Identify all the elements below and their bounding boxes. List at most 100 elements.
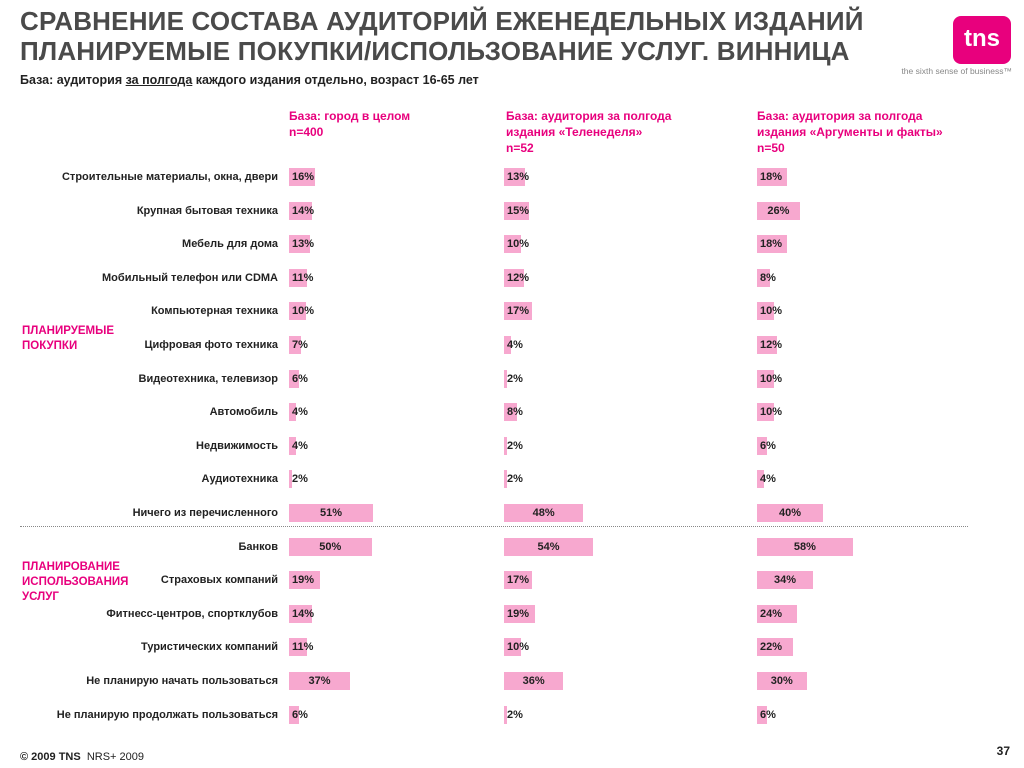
value-label-s1-r0: 13% bbox=[507, 171, 530, 183]
column-header-2-line-3: n=52 bbox=[506, 141, 534, 155]
value-label-s2-r8: 6% bbox=[760, 439, 776, 452]
row-label-2: Мебель для дома bbox=[182, 238, 278, 251]
value-label-s2-r5: 12% bbox=[760, 339, 783, 351]
column-header-1-line-2: n=400 bbox=[289, 125, 324, 139]
value-label-s2-r1: 26% bbox=[767, 204, 790, 217]
value-label-s1-r4: 17% bbox=[507, 305, 530, 318]
value-label-s1-r2: 10% bbox=[507, 238, 530, 251]
bar-s0-r3 bbox=[289, 268, 308, 287]
row-label-7: Автомобиль bbox=[209, 406, 278, 419]
bar-s0-r0 bbox=[289, 168, 316, 186]
section-label-services-line-1: ПЛАНИРОВАНИЕ bbox=[22, 561, 120, 573]
bar-s2-r9 bbox=[757, 470, 764, 489]
bar-s1-r1 bbox=[504, 201, 529, 220]
value-label-s2-r2: 18% bbox=[760, 238, 783, 251]
value-label-s1-r1: 15% bbox=[507, 204, 530, 217]
section-label-services: ПЛАНИРОВАНИЕ ИСПОЛЬЗОВАНИЯ УСЛУГ bbox=[22, 560, 128, 605]
value-label-s0-r6: 6% bbox=[292, 372, 308, 385]
tns-logo: tns bbox=[953, 16, 1011, 64]
value-label-s0-r0: 16% bbox=[292, 171, 315, 183]
value-label-s2-r13: 24% bbox=[760, 607, 783, 620]
value-label-s0-r9: 2% bbox=[292, 473, 308, 486]
page-number: 37 bbox=[996, 744, 1010, 758]
value-label-s2-r9: 4% bbox=[760, 473, 776, 486]
value-label-s2-r3: 8% bbox=[760, 271, 776, 284]
row-label-15: Не планирую начать пользоваться bbox=[86, 675, 278, 687]
bar-s0-r8 bbox=[289, 436, 296, 455]
value-label-s1-r16: 2% bbox=[507, 708, 523, 721]
value-label-s1-r12: 17% bbox=[507, 574, 530, 587]
bar-s2-r15 bbox=[757, 672, 807, 690]
value-label-s2-r15: 30% bbox=[770, 675, 793, 687]
bar-s1-r4 bbox=[504, 302, 533, 321]
value-label-s1-r9: 2% bbox=[507, 473, 523, 486]
value-label-s2-r6: 10% bbox=[760, 372, 783, 385]
bar-s2-r14 bbox=[757, 638, 794, 657]
subtitle-pre: База: аудитория bbox=[20, 73, 126, 87]
value-label-s1-r6: 2% bbox=[507, 372, 523, 385]
value-label-s0-r12: 19% bbox=[292, 574, 315, 587]
bar-s1-r0 bbox=[504, 168, 526, 186]
value-label-s0-r2: 13% bbox=[292, 238, 315, 251]
column-header-3-line-1: База: аудитория за полгода bbox=[757, 109, 923, 123]
bar-s1-r5 bbox=[504, 336, 511, 354]
row-label-16: Не планирую продолжать пользоваться bbox=[56, 708, 278, 721]
bar-s2-r10 bbox=[757, 504, 823, 522]
bar-s0-r7 bbox=[289, 403, 296, 422]
value-label-s2-r14: 22% bbox=[760, 641, 783, 654]
bar-s0-r1 bbox=[289, 201, 313, 220]
bar-s1-r3 bbox=[504, 268, 524, 287]
value-label-s2-r0: 18% bbox=[760, 171, 783, 183]
footer-copyright: © 2009 TNS bbox=[20, 751, 81, 763]
value-label-s2-r11: 58% bbox=[793, 540, 816, 553]
bar-s2-r11 bbox=[757, 537, 853, 556]
row-label-14: Туристических компаний bbox=[141, 641, 278, 654]
bar-s0-r14 bbox=[289, 638, 308, 657]
bar-s2-r16 bbox=[757, 705, 767, 724]
value-label-s0-r13: 14% bbox=[292, 607, 315, 620]
value-label-s1-r8: 2% bbox=[507, 439, 523, 452]
section-label-services-line-2: ИСПОЛЬЗОВАНИЯ bbox=[22, 576, 129, 588]
value-label-s2-r4: 10% bbox=[760, 305, 783, 318]
row-label-1: Крупная бытовая техника bbox=[136, 204, 278, 217]
bar-s2-r12 bbox=[757, 571, 814, 590]
bar-s0-r11 bbox=[289, 537, 372, 556]
value-label-s0-r10: 51% bbox=[320, 507, 343, 519]
column-header-3: База: аудитория за полгода издания «Аргу… bbox=[757, 108, 977, 156]
title-line-2: ПЛАНИРУЕМЫЕ ПОКУПКИ/ИСПОЛЬЗОВАНИЕ УСЛУГ.… bbox=[20, 36, 850, 66]
section-label-purchases-line-1: ПЛАНИРУЕМЫЕ bbox=[22, 325, 115, 337]
column-header-3-line-3: n=50 bbox=[757, 141, 785, 155]
row-label-0: Строительные материалы, окна, двери bbox=[61, 171, 278, 183]
column-header-3-line-2: издания «Аргументы и факты» bbox=[757, 125, 943, 139]
row-label-11: Банков bbox=[238, 540, 278, 553]
section-label-purchases-line-2: ПОКУПКИ bbox=[22, 340, 78, 352]
subtitle-post: каждого издания отдельно, возраст 16-65 … bbox=[192, 73, 479, 87]
value-label-s2-r12: 34% bbox=[774, 574, 797, 587]
bar-s2-r0 bbox=[757, 168, 787, 186]
bar-s0-r2 bbox=[289, 235, 311, 254]
value-label-s1-r14: 10% bbox=[507, 641, 530, 654]
value-label-s1-r7: 8% bbox=[507, 406, 523, 419]
column-header-2-line-2: издания «Теленеделя» bbox=[506, 125, 643, 139]
bar-s2-r2 bbox=[757, 235, 787, 254]
value-label-s1-r3: 12% bbox=[507, 271, 530, 284]
bar-s1-r10 bbox=[504, 504, 584, 522]
column-header-2: База: аудитория за полгода издания «Теле… bbox=[506, 108, 726, 156]
row-label-3: Мобильный телефон или CDMA bbox=[102, 271, 278, 284]
section-label-purchases: ПЛАНИРУЕМЫЕ ПОКУПКИ bbox=[22, 324, 114, 354]
footer: © 2009 TNS NRS+ 2009 bbox=[20, 751, 144, 763]
row-label-8: Недвижимость bbox=[196, 439, 278, 452]
bar-s1-r8 bbox=[504, 436, 508, 455]
value-label-s1-r11: 54% bbox=[537, 540, 560, 553]
page-title: СРАВНЕНИЕ СОСТАВА АУДИТОРИЙ ЕЖЕНЕДЕЛЬНЫХ… bbox=[20, 6, 870, 66]
value-label-s1-r10: 48% bbox=[532, 507, 555, 519]
value-label-s0-r4: 10% bbox=[292, 305, 315, 318]
value-label-s0-r1: 14% bbox=[292, 204, 315, 217]
logo-tagline: the sixth sense of business™ bbox=[901, 66, 1012, 76]
value-label-s0-r11: 50% bbox=[319, 540, 342, 553]
bar-s1-r16 bbox=[504, 705, 508, 724]
value-label-s1-r13: 19% bbox=[507, 607, 530, 620]
bar-s0-r5 bbox=[289, 336, 301, 354]
bar-s2-r4 bbox=[757, 302, 774, 321]
value-label-s1-r5: 4% bbox=[507, 339, 523, 351]
